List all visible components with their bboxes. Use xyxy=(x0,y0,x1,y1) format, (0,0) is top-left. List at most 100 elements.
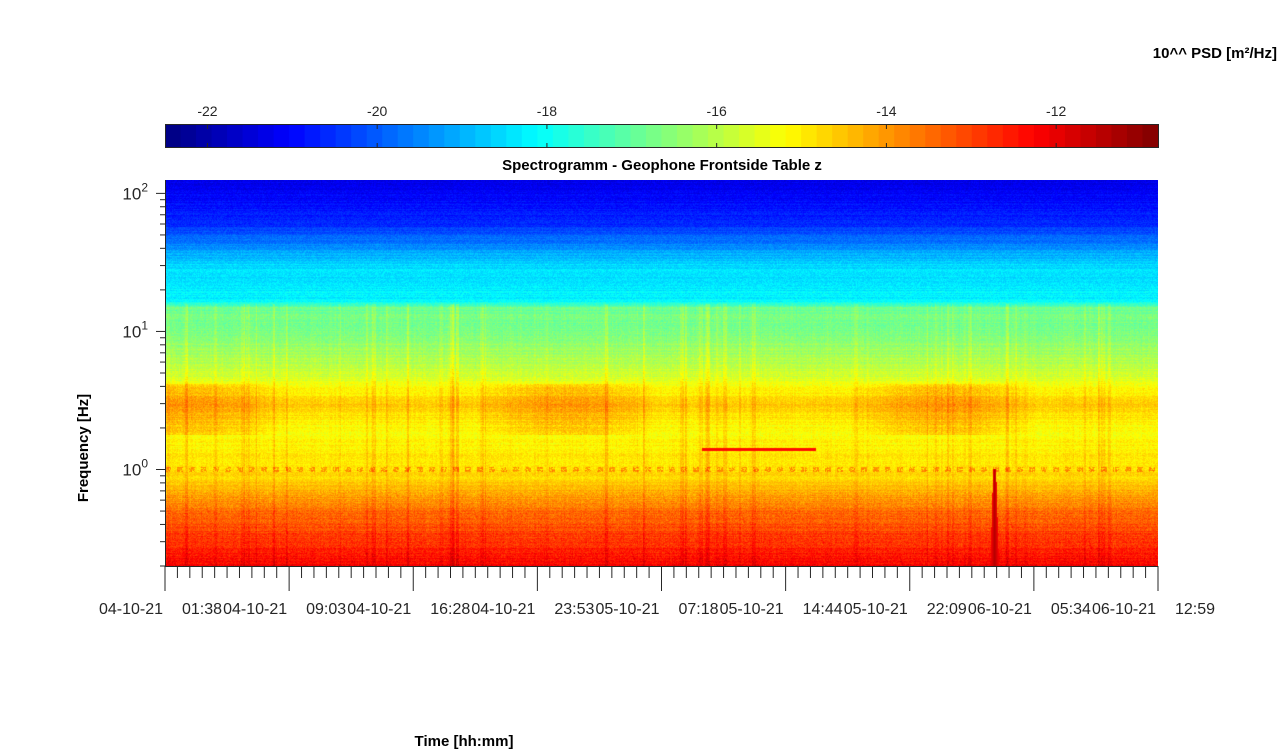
colorbar-step xyxy=(366,124,383,148)
colorbar-step xyxy=(677,124,694,148)
x-tick-label-date: 04-10-21 xyxy=(347,601,411,618)
colorbar-step xyxy=(987,124,1004,148)
x-tick-label-time: 23:53 xyxy=(554,601,594,618)
colorbar-step xyxy=(1142,124,1159,148)
x-ticks xyxy=(164,566,1159,591)
x-tick-label-time: 09:03 xyxy=(306,601,346,618)
colorbar-step xyxy=(614,124,632,148)
colorbar-tick-label: -16 xyxy=(707,103,727,119)
colorbar-step xyxy=(1049,124,1066,148)
colorbar-step xyxy=(475,124,492,148)
x-tick-label-date: 05-10-21 xyxy=(720,601,784,618)
x-tick-label-time: 16:28 xyxy=(430,601,470,618)
x-tick-label-date: 05-10-21 xyxy=(595,601,659,618)
colorbar-tick-label: -12 xyxy=(1046,103,1066,119)
colorbar-step xyxy=(444,124,461,148)
colorbar-step xyxy=(909,124,926,148)
colorbar-gradient xyxy=(165,124,1159,148)
y-tick-label: 100 xyxy=(122,457,148,480)
colorbar-step xyxy=(1095,124,1113,148)
x-axis-label: Time [hh:mm] xyxy=(415,733,514,750)
x-tick-label-date: 04-10-21 xyxy=(223,601,287,618)
colorbar-step xyxy=(428,124,445,148)
colorbar-step xyxy=(304,124,321,148)
y-axis: 100 101 102 xyxy=(122,180,166,567)
x-tick-label-time: 05:34 xyxy=(1051,601,1091,618)
colorbar-step xyxy=(816,124,833,148)
colorbar-step xyxy=(894,124,911,148)
colorbar-step xyxy=(940,124,957,148)
colorbar-step xyxy=(165,124,182,148)
colorbar-step xyxy=(490,124,507,148)
spectrogram-image xyxy=(165,180,1158,566)
colorbar-tick-label: -20 xyxy=(367,103,387,119)
x-tick-label-time: 22:09 xyxy=(927,601,967,618)
colorbar-step xyxy=(258,124,275,148)
colorbar-step xyxy=(459,124,476,148)
colorbar-step xyxy=(801,124,818,148)
colorbar-step xyxy=(1064,124,1082,148)
x-tick-label-date: 04-10-21 xyxy=(471,601,535,618)
colorbar-step xyxy=(1033,124,1050,148)
colorbar-step xyxy=(397,124,414,148)
colorbar-step xyxy=(552,124,570,148)
colorbar-step xyxy=(1080,124,1097,148)
colorbar-tick-label: -14 xyxy=(876,103,896,119)
colorbar-step xyxy=(630,124,647,148)
colorbar-step xyxy=(382,124,399,148)
colorbar-tick-label: -22 xyxy=(197,103,217,119)
x-tick-label-date: 06-10-21 xyxy=(1092,601,1156,618)
colorbar-step xyxy=(227,124,244,148)
colorbar-step xyxy=(335,124,352,148)
colorbar-step xyxy=(708,124,725,148)
x-tick-label-time: 01:38 xyxy=(182,601,222,618)
colorbar-step xyxy=(692,124,709,148)
colorbar-frame xyxy=(165,124,1159,148)
x-tick-label-date: 04-10-21 xyxy=(99,601,163,618)
colorbar-step xyxy=(878,124,895,148)
x-tick-label-time: 14:44 xyxy=(803,601,843,618)
colorbar: -22 -20 -18 -16 -14 -12 xyxy=(165,103,1159,148)
colorbar-step xyxy=(971,124,988,148)
colorbar-step xyxy=(770,124,787,148)
colorbar-step xyxy=(847,124,864,148)
colorbar-step xyxy=(568,124,585,148)
colorbar-step xyxy=(320,124,337,148)
colorbar-ticks: -22 -20 -18 -16 -14 -12 xyxy=(197,103,1066,148)
colorbar-step xyxy=(521,124,538,148)
x-tick-labels: 04-10-21 01:38 04-10-21 09:03 04-10-21 16:28 0… xyxy=(99,601,1215,618)
colorbar-step xyxy=(956,124,973,148)
colorbar-step xyxy=(1126,124,1144,148)
colorbar-step xyxy=(537,124,554,148)
colorbar-step xyxy=(583,124,601,148)
colorbar-tick-label: -18 xyxy=(537,103,557,119)
colorbar-step xyxy=(413,124,430,148)
colorbar-step xyxy=(863,124,880,148)
colorbar-step xyxy=(785,124,802,148)
colorbar-step xyxy=(754,124,771,148)
spectrogram-plot xyxy=(165,180,1158,566)
y-tick-label: 101 xyxy=(122,318,148,341)
colorbar-step xyxy=(739,124,756,148)
colorbar-step xyxy=(196,124,213,148)
colorbar-step xyxy=(180,124,197,148)
colorbar-step xyxy=(661,124,678,148)
colorbar-step xyxy=(242,124,259,148)
x-tick-label-time: 12:59 xyxy=(1175,601,1215,618)
y-ticks: 100 101 102 xyxy=(122,180,165,567)
x-tick-label-date: 06-10-21 xyxy=(968,601,1032,618)
y-tick-label: 102 xyxy=(122,180,148,203)
colorbar-step xyxy=(599,124,616,148)
colorbar-step xyxy=(506,124,523,148)
colorbar-step xyxy=(1002,124,1019,148)
colorbar-step xyxy=(289,124,306,148)
colorbar-step xyxy=(211,124,228,148)
colorbar-step xyxy=(351,124,368,148)
colorbar-label: 10^^ PSD [m²/Hz] xyxy=(1153,45,1277,62)
x-axis: 04-10-21 01:38 04-10-21 09:03 04-10-21 16:28 0… xyxy=(99,566,1215,618)
y-axis-label: Frequency [Hz] xyxy=(75,394,92,502)
colorbar-step xyxy=(723,124,740,148)
colorbar-step xyxy=(832,124,849,148)
colorbar-step xyxy=(1111,124,1128,148)
